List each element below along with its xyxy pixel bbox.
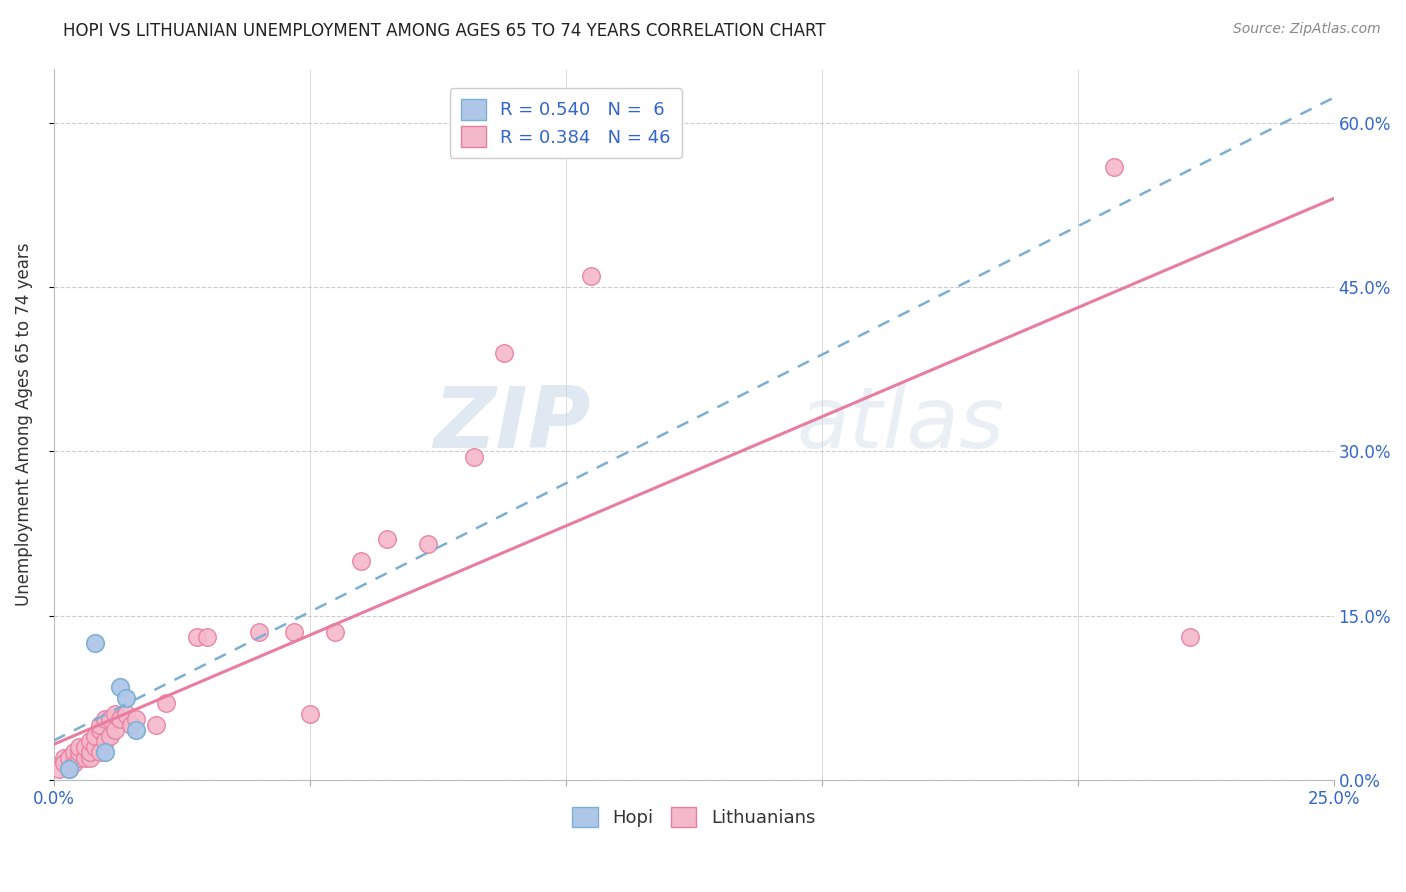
Point [73,750,96,764]
Point [110,713,132,727]
Point [73,739,96,754]
Point [67,750,90,764]
Point [125,713,148,727]
Point [79,734,101,748]
Text: Source: ZipAtlas.com: Source: ZipAtlas.com [1233,22,1381,37]
Text: ZIP: ZIP [433,383,592,466]
Point [89,745,111,759]
Point [375,532,398,546]
Point [94,745,117,759]
Point [463,450,485,464]
Point [58,750,80,764]
Point [67,745,90,759]
Y-axis label: Unemployment Among Ages 65 to 74 years: Unemployment Among Ages 65 to 74 years [15,243,32,606]
Point [89,723,111,738]
Point [350,554,373,568]
Point [83,636,105,650]
Point [1102,160,1125,174]
Point [247,624,270,639]
Point [94,734,117,748]
Point [114,706,136,721]
Point [79,750,101,764]
Point [110,680,132,694]
Point [1180,631,1202,645]
Point [58,762,80,776]
Point [83,739,105,754]
Point [63,745,86,759]
Point [120,718,142,732]
Point [53,756,76,771]
Point [114,690,136,705]
Point [53,750,76,764]
Point [325,624,347,639]
Point [125,723,148,738]
Point [186,631,208,645]
Point [79,745,101,759]
Text: atlas: atlas [796,383,1004,466]
Point [94,713,117,727]
Text: HOPI VS LITHUANIAN UNEMPLOYMENT AMONG AGES 65 TO 74 YEARS CORRELATION CHART: HOPI VS LITHUANIAN UNEMPLOYMENT AMONG AG… [63,22,825,40]
Point [145,718,167,732]
Point [98,729,121,743]
Point [298,706,321,721]
Point [98,713,121,727]
Point [494,346,516,360]
Point [104,723,127,738]
Point [104,706,127,721]
Point [155,696,177,710]
Point [89,718,111,732]
Point [416,537,439,551]
Point [83,729,105,743]
Point [283,624,305,639]
Point [63,756,86,771]
Point [197,631,219,645]
Point [58,762,80,776]
Point [581,269,603,284]
Point [67,739,90,754]
Legend: Hopi, Lithuanians: Hopi, Lithuanians [565,799,823,835]
Point [48,762,70,776]
